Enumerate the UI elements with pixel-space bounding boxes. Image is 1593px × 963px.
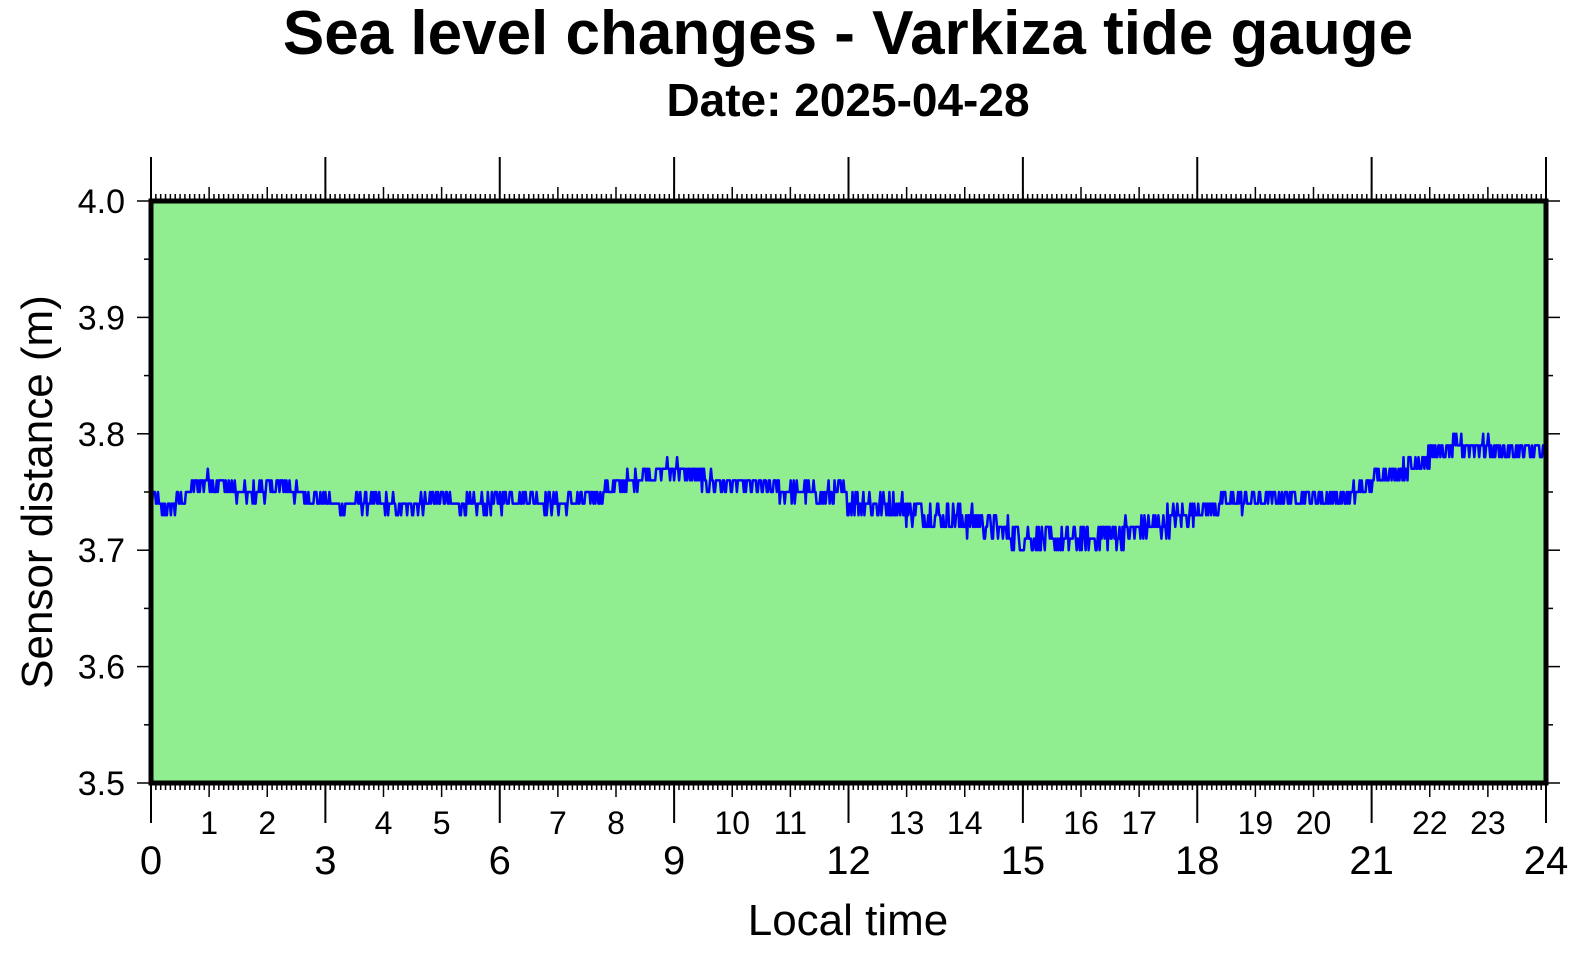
x-minor-tick-label: 8 xyxy=(607,805,625,841)
x-tick-label: 15 xyxy=(1001,839,1046,883)
x-tick-label: 3 xyxy=(314,839,336,883)
x-tick-label: 0 xyxy=(140,839,162,883)
x-minor-tick-label: 16 xyxy=(1063,805,1099,841)
plot-frame xyxy=(148,198,1549,786)
x-minor-tick-label: 14 xyxy=(947,805,983,841)
y-axis-label: Sensor distance (m) xyxy=(13,295,62,689)
x-minor-tick-label: 4 xyxy=(375,805,393,841)
x-axis-label: Local time xyxy=(748,896,949,945)
x-tick-label: 9 xyxy=(663,839,685,883)
x-minor-tick-label: 7 xyxy=(549,805,567,841)
y-tick-label: 3.5 xyxy=(78,765,125,803)
y-tick-label: 3.9 xyxy=(78,299,125,337)
x-tick-label: 21 xyxy=(1349,839,1394,883)
x-tick-label: 12 xyxy=(826,839,871,883)
x-tick-label: 24 xyxy=(1524,839,1569,883)
x-minor-tick-label: 22 xyxy=(1412,805,1448,841)
x-minor-tick-label: 11 xyxy=(774,805,807,841)
x-minor-tick-label: 20 xyxy=(1296,805,1332,841)
y-tick-label: 3.7 xyxy=(78,532,125,570)
chart-title: Sea level changes - Varkiza tide gauge xyxy=(283,0,1413,68)
x-minor-tick-label: 1 xyxy=(200,805,218,841)
y-tick-label: 3.8 xyxy=(78,416,125,454)
y-tick-label: 3.6 xyxy=(78,649,125,687)
y-tick-label: 4.0 xyxy=(78,183,125,221)
x-axis-minor-labels: 1 2 4 5 7 8 10 11 13 14 16 17 19 20 22 23 xyxy=(200,805,1505,841)
x-minor-tick-label: 2 xyxy=(258,805,276,841)
x-tick-label: 18 xyxy=(1175,839,1220,883)
series-line xyxy=(149,432,1547,552)
x-minor-tick-label: 13 xyxy=(889,805,925,841)
x-minor-tick-label: 10 xyxy=(714,805,750,841)
x-tick-label: 6 xyxy=(489,839,511,883)
x-minor-tick-label: 23 xyxy=(1470,805,1506,841)
y-axis-labels: 3.5 3.6 3.7 3.8 3.9 4.0 xyxy=(78,183,125,803)
x-minor-tick-label: 17 xyxy=(1121,805,1157,841)
chart-subtitle: Date: 2025-04-28 xyxy=(666,74,1029,126)
x-minor-tick-label: 19 xyxy=(1238,805,1274,841)
x-minor-tick-label: 5 xyxy=(433,805,451,841)
x-axis-major-labels: 0 3 6 9 12 15 18 21 24 xyxy=(140,839,1568,883)
